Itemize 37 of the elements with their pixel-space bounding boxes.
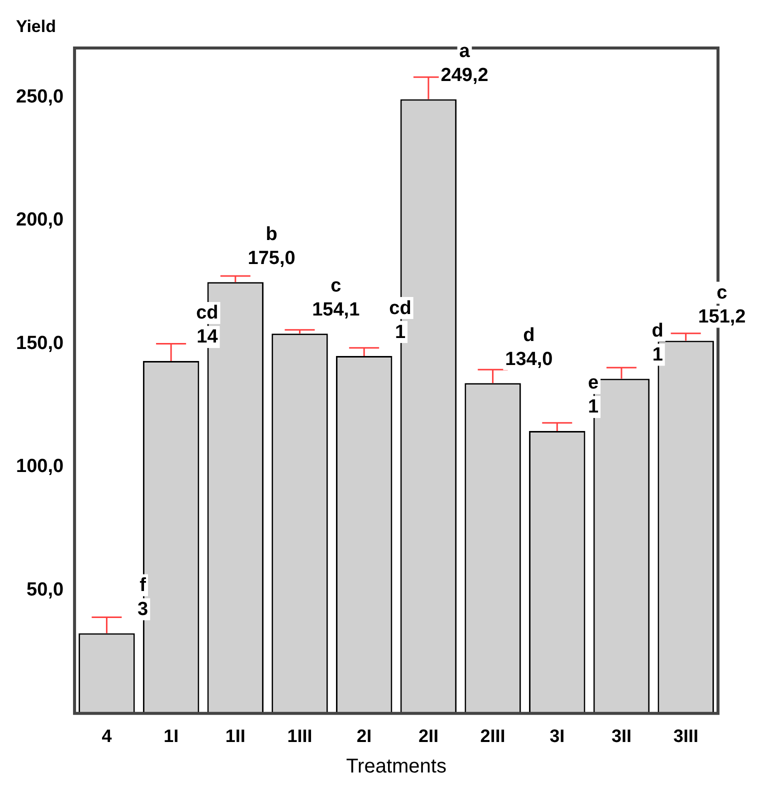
data-label: 151,2 [698, 306, 746, 328]
y-tick-label: 50,0 [26, 579, 64, 600]
annotation: cd [196, 302, 218, 324]
y-tick-label: 100,0 [16, 456, 64, 478]
x-tick-label: 3III [673, 726, 698, 746]
y-axis-title: Yield [16, 17, 56, 36]
data-label: 154,1 [312, 299, 360, 320]
data-label: 134,0 [505, 348, 553, 370]
x-axis-title: Treatments [346, 756, 446, 778]
x-tick-label: 3II [611, 726, 632, 746]
x-tick-label: 4 [102, 726, 112, 746]
x-tick-label: 1I [164, 726, 179, 746]
data-label: 175,0 [248, 248, 296, 269]
x-tick-label: 1II [225, 726, 246, 746]
annotation: f [140, 575, 147, 596]
annotation: cd [389, 298, 412, 319]
y-tick-label: 200,0 [16, 210, 64, 231]
annotation: 1 [394, 322, 406, 343]
y-tick-label: 250,0 [16, 86, 64, 108]
x-tick-label: 2I [356, 726, 372, 746]
x-tick-label: 3I [550, 726, 565, 746]
x-tick-label: 2II [418, 726, 438, 746]
y-tick-label: 150,0 [16, 332, 64, 354]
data-label: 249,2 [440, 64, 488, 86]
annotation: d [523, 324, 535, 346]
annotation: 1 [588, 396, 599, 418]
annotation: a [459, 40, 470, 62]
annotation: c [330, 275, 342, 296]
annotation: 3 [138, 599, 148, 620]
annotation: 1 [652, 344, 664, 366]
x-tick-label: 2III [480, 726, 506, 746]
annotation: e [588, 372, 599, 394]
x-tick-label: 1III [287, 726, 312, 746]
annotation: c [716, 282, 728, 304]
annotation: d [652, 320, 664, 342]
annotation: 14 [196, 326, 218, 348]
annotation: b [266, 224, 278, 245]
